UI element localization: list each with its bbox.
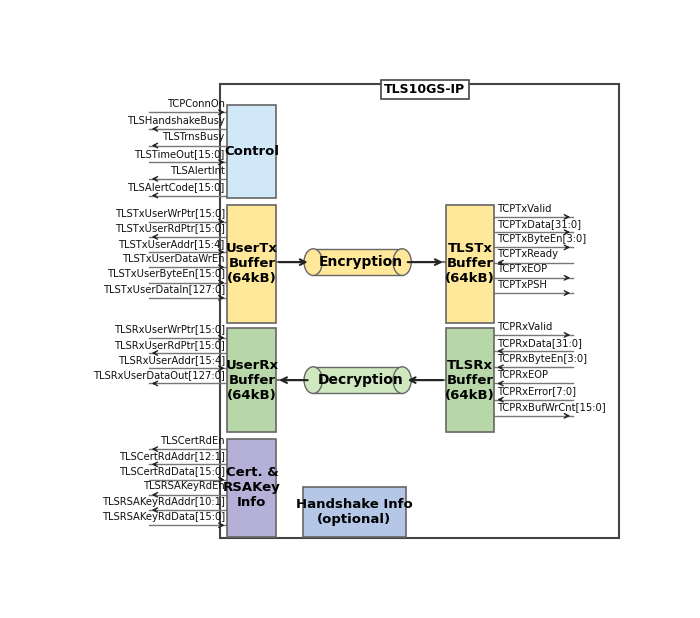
Text: TLSTxUserDataWrEn: TLSTxUserDataWrEn (122, 254, 225, 264)
Text: TLSRxUserDataOut[127:0]: TLSRxUserDataOut[127:0] (93, 370, 225, 380)
Text: Control: Control (225, 145, 279, 158)
Text: TLSTxUserByteEn[15:0]: TLSTxUserByteEn[15:0] (107, 269, 225, 279)
Ellipse shape (304, 367, 322, 394)
Text: TCPTxReady: TCPTxReady (497, 249, 558, 260)
Text: UserTx
Buffer
(64kB): UserTx Buffer (64kB) (226, 242, 278, 285)
Text: TLSTxUserDataIn[127:0]: TLSTxUserDataIn[127:0] (103, 284, 225, 295)
Text: TCPTxValid: TCPTxValid (497, 203, 552, 214)
Text: Encryption: Encryption (318, 255, 402, 269)
Bar (220, 83, 619, 538)
Bar (228, 205, 276, 323)
Bar (228, 105, 276, 198)
Bar (303, 487, 406, 536)
Text: TLSTxUserRdPtr[15:0]: TLSTxUserRdPtr[15:0] (115, 224, 225, 234)
Text: TCPRxByteEn[3:0]: TCPRxByteEn[3:0] (497, 354, 587, 364)
Text: TCPTxData[31:0]: TCPTxData[31:0] (497, 219, 581, 229)
Text: UserRx
Buffer
(64kB): UserRx Buffer (64kB) (225, 358, 279, 402)
Text: TLSAlertInt: TLSAlertInt (170, 166, 225, 176)
Text: TLSRxUserWrPtr[15:0]: TLSRxUserWrPtr[15:0] (114, 324, 225, 334)
Text: TLS10GS-IP: TLS10GS-IP (384, 83, 466, 96)
Text: TLSCertRdData[15:0]: TLSCertRdData[15:0] (119, 466, 225, 476)
Bar (446, 205, 494, 323)
Bar (228, 439, 276, 536)
Ellipse shape (393, 249, 412, 276)
Text: TLSCertRdEn: TLSCertRdEn (160, 436, 225, 446)
Ellipse shape (393, 367, 412, 394)
Text: TLSTimeOut[15:0]: TLSTimeOut[15:0] (134, 149, 225, 159)
Text: TLSRSAKeyRdData[15:0]: TLSRSAKeyRdData[15:0] (102, 512, 225, 522)
Text: TLSTxUserAddr[15:4]: TLSTxUserAddr[15:4] (118, 239, 225, 249)
Text: TLSRSAKeyRdAddr[10:1]: TLSRSAKeyRdAddr[10:1] (102, 497, 225, 507)
Text: TCPRxData[31:0]: TCPRxData[31:0] (497, 338, 582, 348)
Text: TCPRxBufWrCnt[15:0]: TCPRxBufWrCnt[15:0] (497, 402, 606, 412)
Text: TLSRSAKeyRdEn: TLSRSAKeyRdEn (143, 481, 225, 491)
Text: TCPRxEOP: TCPRxEOP (497, 370, 548, 380)
Text: Handshake Info
(optional): Handshake Info (optional) (296, 497, 413, 526)
Ellipse shape (304, 249, 322, 276)
Text: TCPRxValid: TCPRxValid (497, 321, 552, 332)
Text: TCPTxByteEn[3:0]: TCPTxByteEn[3:0] (497, 234, 586, 244)
Text: TLSCertRdAddr[12:1]: TLSCertRdAddr[12:1] (119, 451, 225, 461)
Bar (446, 328, 494, 432)
Text: TCPTxPSH: TCPTxPSH (497, 280, 547, 290)
Text: TLSRxUserAddr[15:4]: TLSRxUserAddr[15:4] (118, 355, 225, 365)
Text: Cert. &
RSAKey
Info: Cert. & RSAKey Info (223, 467, 281, 509)
Text: TCPConnOn: TCPConnOn (167, 99, 225, 109)
Text: TLSAlertCode[15:0]: TLSAlertCode[15:0] (127, 182, 225, 192)
Bar (228, 328, 276, 432)
Text: TCPRxError[7:0]: TCPRxError[7:0] (497, 386, 576, 396)
Bar (313, 367, 402, 394)
Text: TLSHandshakeBusy: TLSHandshakeBusy (127, 116, 225, 125)
Bar (313, 249, 402, 276)
Text: TLSTxUserWrPtr[15:0]: TLSTxUserWrPtr[15:0] (115, 208, 225, 218)
Text: TCPTxEOP: TCPTxEOP (497, 265, 547, 274)
Text: TLSTrnsBusy: TLSTrnsBusy (162, 132, 225, 142)
Text: Decryption: Decryption (318, 373, 404, 387)
Text: TLSRxUserRdPtr[15:0]: TLSRxUserRdPtr[15:0] (114, 340, 225, 350)
Text: TLSTx
Buffer
(64kB): TLSTx Buffer (64kB) (445, 242, 495, 285)
Text: TLSRx
Buffer
(64kB): TLSRx Buffer (64kB) (445, 358, 495, 402)
